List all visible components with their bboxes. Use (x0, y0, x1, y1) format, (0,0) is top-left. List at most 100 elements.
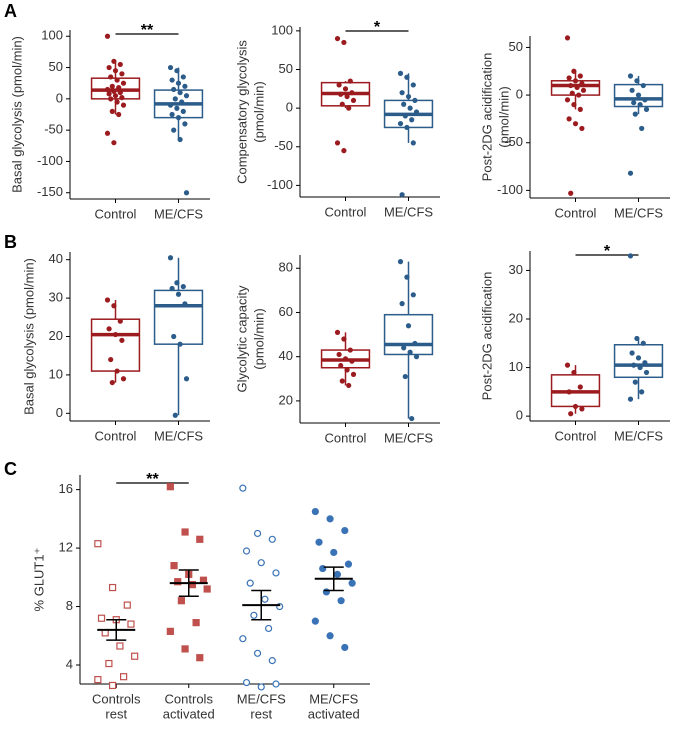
point (568, 82, 574, 89)
point (346, 105, 352, 111)
y-axis-label: Basal glycolysis (pmol/min) (21, 258, 36, 415)
point (627, 170, 634, 176)
point (250, 611, 258, 619)
point (174, 578, 182, 586)
point (326, 515, 334, 523)
point (246, 579, 254, 587)
point (183, 93, 190, 99)
point (242, 547, 251, 555)
point (116, 111, 122, 118)
point (104, 297, 111, 303)
x-tick-label: ME/CFS (614, 205, 663, 220)
point (253, 649, 262, 657)
point (330, 548, 338, 557)
point (326, 632, 334, 640)
x-tick-label: activated (163, 706, 215, 721)
point (336, 82, 342, 88)
point (117, 89, 123, 96)
point (635, 355, 642, 361)
point (632, 111, 638, 117)
y-tick-label: 40 (49, 251, 63, 266)
y-tick-label: 8 (66, 598, 73, 613)
point (109, 379, 115, 386)
x-tick-label: Control (95, 428, 137, 443)
point (334, 35, 341, 42)
point (196, 535, 204, 543)
x-tick-label: Controls (92, 691, 141, 706)
y-tick-label: 0 (56, 405, 63, 420)
point (637, 102, 643, 108)
point (631, 362, 637, 368)
point (268, 535, 276, 543)
point (634, 78, 640, 84)
point (341, 336, 347, 342)
point (339, 378, 345, 384)
y-axis-label: Compensatory glycolysis (234, 40, 249, 184)
point (397, 120, 404, 127)
y-axis-label: Post-2DG acidification (479, 272, 494, 401)
point (272, 680, 280, 688)
point (402, 113, 408, 119)
point (175, 115, 182, 121)
y-tick-label: 0 (516, 87, 523, 102)
y-tick-label: 12 (59, 540, 73, 555)
point (639, 125, 645, 132)
point (180, 283, 186, 290)
point (643, 369, 650, 376)
point (120, 102, 127, 108)
point (182, 83, 188, 89)
point (642, 360, 648, 366)
y-tick-label: 80 (279, 260, 293, 275)
x-tick-label: Control (555, 205, 597, 220)
point (127, 620, 135, 628)
point (182, 301, 188, 307)
point (174, 105, 180, 111)
point (577, 384, 583, 390)
point (120, 376, 127, 382)
significance-label: * (604, 243, 611, 260)
point (183, 376, 190, 382)
point (579, 81, 585, 87)
point (337, 597, 345, 605)
point (105, 659, 113, 668)
point (339, 101, 345, 107)
point (177, 597, 185, 605)
point (167, 102, 174, 108)
y-tick-label: 30 (49, 290, 63, 305)
point (203, 585, 211, 593)
point (412, 97, 418, 104)
point (631, 100, 637, 106)
point (106, 64, 112, 71)
point (341, 39, 347, 46)
point (642, 97, 648, 103)
y-tick-label: 40 (279, 348, 293, 363)
y-tick-label: -50 (44, 122, 63, 137)
point (407, 105, 413, 111)
point (239, 484, 247, 492)
y-tick-label: 16 (59, 481, 73, 496)
point (166, 483, 174, 491)
y-tick-label: 100 (41, 28, 63, 43)
point (346, 382, 352, 389)
point (341, 148, 347, 154)
point (350, 97, 357, 104)
point (334, 329, 341, 335)
y-tick-label: -100 (497, 182, 523, 197)
point (397, 70, 404, 76)
point (108, 681, 117, 690)
point (399, 192, 405, 198)
point (172, 96, 178, 102)
x-tick-label: Control (325, 430, 367, 445)
point (180, 108, 186, 114)
point (174, 280, 180, 286)
point (261, 595, 269, 603)
point (175, 80, 182, 86)
point (404, 124, 410, 131)
point (169, 77, 175, 83)
point (114, 368, 120, 374)
point (566, 75, 572, 81)
point (104, 130, 111, 136)
point (311, 507, 319, 516)
y-axis-label: (pmol/min) (496, 86, 511, 147)
point (112, 93, 119, 99)
